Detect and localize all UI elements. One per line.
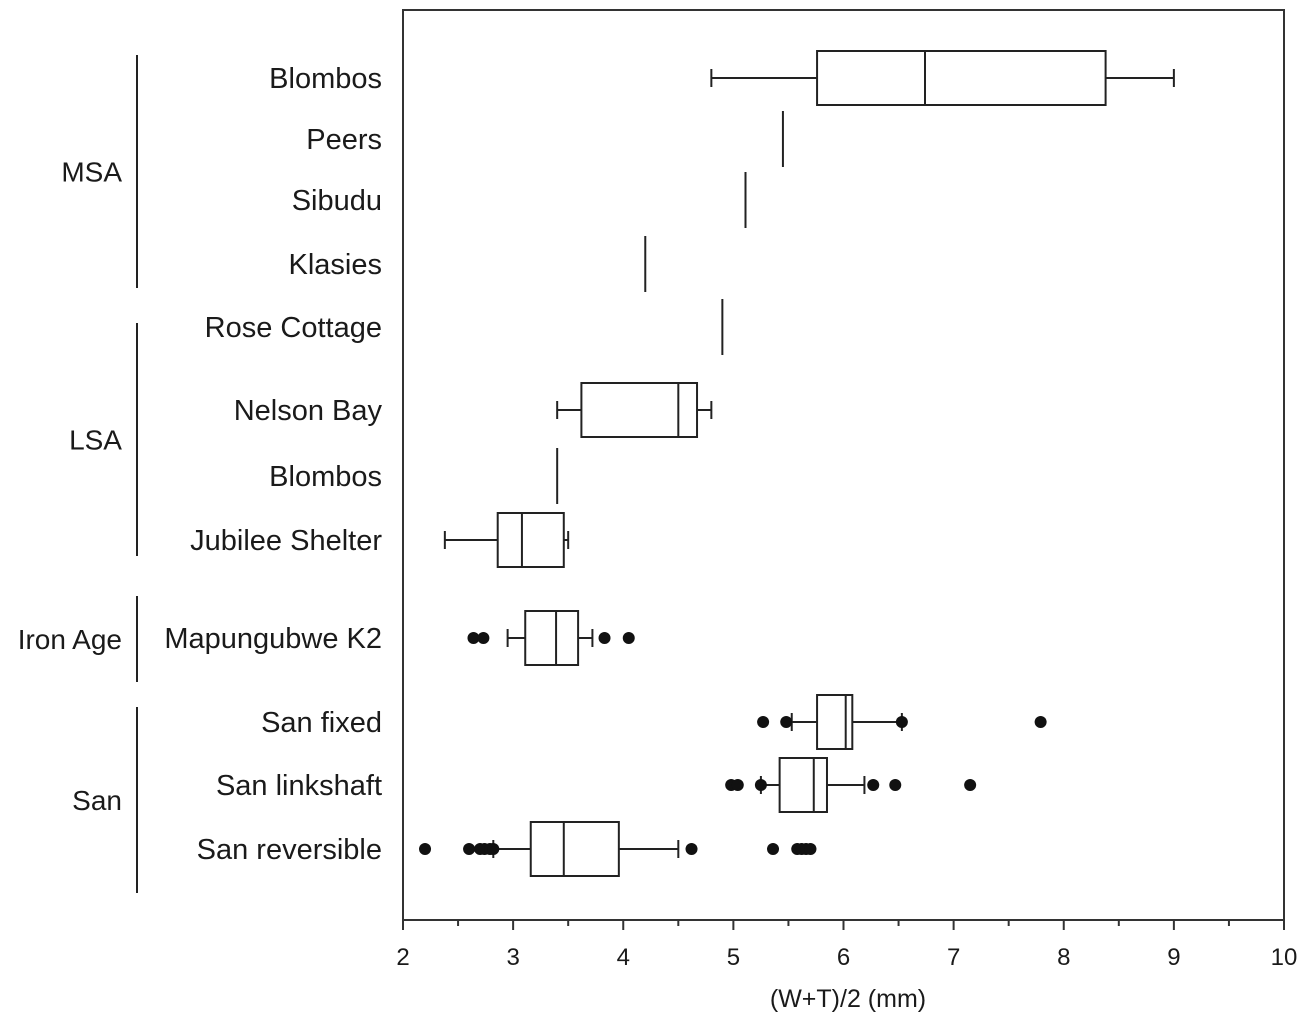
iqr-box: [524, 610, 580, 666]
category-label: Rose Cottage: [205, 312, 382, 344]
outlier-point: [1034, 716, 1047, 728]
outlier-point: [804, 843, 817, 855]
group-label: MSA: [61, 157, 122, 188]
x-axis: 2 3 4 5 6 7 8 9 10: [396, 920, 1297, 971]
category-label: Mapungubwe K2: [164, 623, 382, 655]
box-8: [467, 610, 635, 666]
iqr-box: [816, 50, 1107, 106]
iqr-box: [496, 512, 565, 568]
iqr-box: [529, 821, 620, 877]
outlier-point: [598, 632, 611, 644]
x-tick-label: 9: [1167, 944, 1180, 971]
box-7: [443, 512, 570, 568]
x-tick-label: 7: [947, 944, 960, 971]
outlier-point: [685, 843, 698, 855]
category-label: Blombos: [269, 63, 382, 95]
plot-frame: [402, 9, 1285, 921]
outlier-point: [477, 632, 490, 644]
outlier-point: [867, 779, 880, 791]
group-label: San: [72, 785, 122, 816]
outlier-point: [964, 779, 977, 791]
box-10: [725, 757, 977, 813]
outlier-point: [757, 716, 770, 728]
x-axis-title: (W+T)/2 (mm): [770, 985, 926, 1013]
x-tick-label: 4: [617, 944, 630, 971]
x-tick-label: 8: [1057, 944, 1070, 971]
outlier-point: [467, 632, 480, 644]
x-tick-label: 5: [727, 944, 740, 971]
iqr-box: [580, 382, 699, 438]
outlier-point: [895, 716, 908, 728]
outlier-point: [889, 779, 902, 791]
x-tick-label: 10: [1271, 944, 1298, 971]
iqr-box: [816, 694, 854, 750]
box-9: [757, 694, 1047, 750]
outlier-point: [731, 779, 744, 791]
category-label: Sibudu: [292, 185, 382, 217]
outlier-point: [780, 716, 793, 728]
outlier-point: [487, 843, 500, 855]
iqr-box: [778, 757, 828, 813]
group-labels: MSA LSA Iron Age San: [18, 157, 123, 817]
category-label: Blombos: [269, 461, 382, 493]
category-label: San linkshaft: [216, 770, 382, 802]
outlier-point: [419, 843, 432, 855]
x-tick-label: 6: [837, 944, 850, 971]
category-label: San fixed: [261, 707, 382, 739]
category-label: San reversible: [197, 834, 382, 866]
box-0: [710, 50, 1175, 106]
outlier-point: [622, 632, 635, 644]
x-tick-label: 2: [396, 944, 409, 971]
category-label: Peers: [306, 124, 382, 156]
category-label: Klasies: [289, 249, 383, 281]
outlier-point: [767, 843, 780, 855]
x-tick-label: 3: [506, 944, 519, 971]
category-label: Nelson Bay: [234, 395, 383, 427]
category-label: Jubilee Shelter: [190, 525, 382, 557]
category-labels: Blombos Peers Sibudu Klasies Rose Cottage Nel…: [164, 63, 382, 866]
group-label: Iron Age: [18, 624, 122, 655]
box-11: [419, 821, 817, 877]
group-label: LSA: [69, 425, 122, 456]
box-series: [419, 50, 1175, 877]
box-5: [556, 382, 713, 438]
outlier-point: [754, 779, 767, 791]
outlier-point: [463, 843, 476, 855]
